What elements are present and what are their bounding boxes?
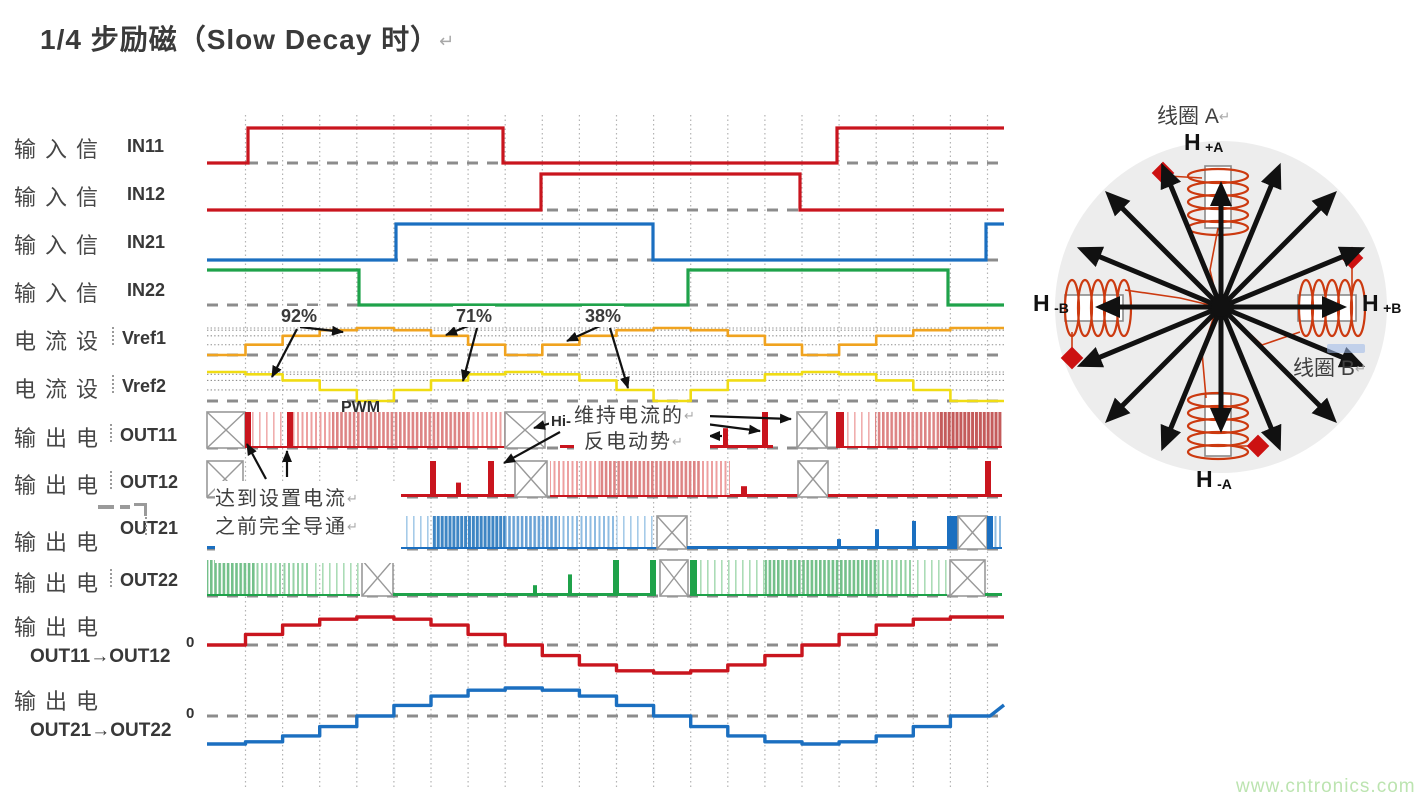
row-label-cn-in21: 输入信 (14, 233, 108, 258)
h-plus-a-label: H +A (1184, 129, 1224, 155)
label-dots (110, 569, 112, 587)
row-label-cn-in22: 输入信 (14, 281, 108, 306)
row-label-cn-in12: 输入信 (14, 185, 108, 210)
row-label-cn-out22: 输出电 (14, 571, 108, 596)
zero-label-cur1: 0 (186, 634, 195, 651)
stray-corner (134, 503, 147, 516)
page-title: 1/4 步励磁（Slow Decay 时）↵ (40, 24, 456, 55)
row-label-cn-vref1: 电流设 (14, 329, 108, 354)
row-label-cn-in11: 输入信 (14, 137, 108, 162)
row-label-cn-cur2: 输出电 (14, 689, 108, 714)
zero-label-cur2: 0 (186, 705, 195, 722)
row-label-in12: IN12 (127, 184, 166, 204)
h-plus-b-label: H +B (1362, 290, 1402, 316)
h-minus-a-label: H -A (1196, 466, 1232, 492)
row-label-cn-out12: 输出电 (14, 473, 108, 498)
row-label-in11: IN11 (127, 136, 165, 156)
watermark: www.cntronics.com (1236, 776, 1416, 797)
label-dots (112, 375, 114, 393)
row-label-out11: OUT11 (120, 425, 178, 445)
coil-a-label: 线圈 A↵ (1157, 105, 1231, 128)
row-label-in21: IN21 (127, 232, 166, 252)
annotation-full-conduction: 达到设置电流↵ 之前完全导通↵ (215, 481, 401, 563)
output-waveforms (206, 411, 1002, 597)
return-mark: ↵ (439, 31, 456, 51)
pct-92-label: 92% (278, 306, 321, 327)
row-label-in22: IN22 (127, 280, 166, 300)
row-label-cn-out11: 输出电 (14, 426, 108, 451)
row-label-vref1: Vref1 (122, 328, 167, 348)
row-label-cur1: OUT11→OUT12 (30, 646, 171, 667)
pwm-label: PWM (341, 399, 381, 416)
stray-dash (120, 505, 130, 509)
pct-38-label: 38% (582, 306, 625, 327)
row-label-cn-cur1: 输出电 (14, 615, 108, 640)
label-dots (110, 424, 112, 442)
row-label-cn-vref2: 电流设 (14, 377, 108, 402)
row-label-cur2: OUT21→OUT22 (30, 720, 172, 741)
coil-b-label: 线圈 B↵ (1293, 357, 1367, 380)
h-minus-b-label: H -B (1033, 290, 1069, 316)
row-label-cn-out21: 输出电 (14, 530, 108, 555)
input-waveforms (207, 126, 1006, 746)
row-label-out12: OUT12 (120, 472, 179, 492)
row-label-out21: OUT21 (120, 518, 179, 538)
row-label-vref2: Vref2 (122, 376, 167, 396)
annotation-back-emf: 维持电流的↵ 反电动势↵ (574, 403, 710, 459)
label-dots (145, 517, 147, 535)
hiz-label: Hi- (549, 413, 573, 430)
label-dots (110, 471, 112, 489)
watermark-fragment (1327, 344, 1365, 353)
row-label-out22: OUT22 (120, 570, 179, 590)
field-vector-diagram (1055, 141, 1387, 473)
stray-dash (98, 505, 114, 509)
pct-71-label: 71% (453, 306, 496, 327)
annotation-arrows (246, 324, 792, 480)
label-dots (112, 327, 114, 345)
